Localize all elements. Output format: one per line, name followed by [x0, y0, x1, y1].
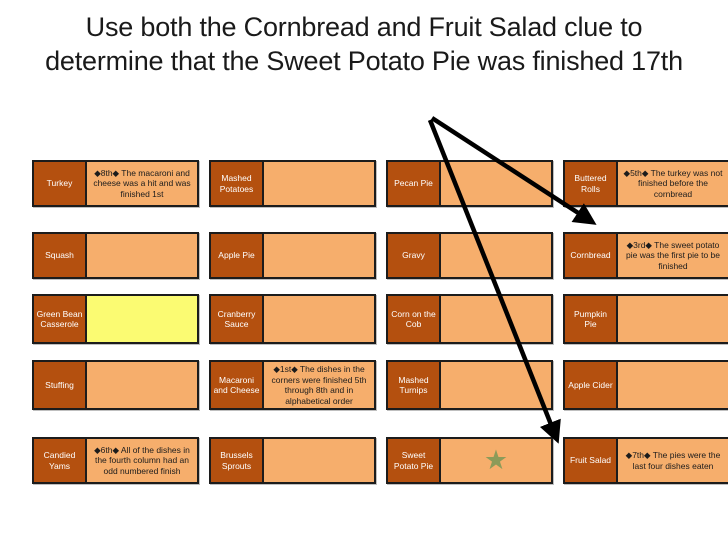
page-title: Use both the Cornbread and Fruit Salad c… — [45, 12, 683, 76]
grid-pair[interactable]: Cranberry Sauce — [209, 294, 376, 344]
pair-gap — [199, 232, 209, 279]
cell-label[interactable]: Cranberry Sauce — [211, 296, 264, 342]
grid-row: Green Bean Casserole Cranberry Sauce Cor… — [32, 294, 728, 344]
pair-gap — [553, 294, 563, 344]
grid-row: Candied Yams ◆6th◆ All of the dishes in … — [32, 437, 728, 484]
cell-value[interactable]: ◆1st◆ The dishes in the corners were fin… — [264, 362, 374, 408]
cell-value[interactable] — [618, 296, 728, 342]
cell-value[interactable]: ◆8th◆ The macaroni and cheese was a hit … — [87, 162, 197, 205]
cell-label[interactable]: Stuffing — [34, 362, 87, 408]
grid-pair[interactable]: Pecan Pie — [386, 160, 553, 207]
cell-label[interactable]: Candied Yams — [34, 439, 87, 482]
cell-label[interactable]: Apple Pie — [211, 234, 264, 277]
cell-value[interactable] — [264, 234, 374, 277]
cell-label[interactable]: Squash — [34, 234, 87, 277]
grid-pair[interactable]: Green Bean Casserole — [32, 294, 199, 344]
grid-pair[interactable]: Apple Pie — [209, 232, 376, 279]
grid-row: Stuffing Macaroni and Cheese ◆1st◆ The d… — [32, 360, 728, 410]
pair-gap — [376, 232, 386, 279]
cell-label[interactable]: Fruit Salad — [565, 439, 618, 482]
cell-label[interactable]: Mashed Potatoes — [211, 162, 264, 205]
cell-value[interactable] — [87, 234, 197, 277]
pair-gap — [199, 437, 209, 484]
grid-pair[interactable]: Macaroni and Cheese ◆1st◆ The dishes in … — [209, 360, 376, 410]
grid-pair[interactable]: Turkey ◆8th◆ The macaroni and cheese was… — [32, 160, 199, 207]
cell-value[interactable] — [441, 234, 551, 277]
cell-label[interactable]: Corn on the Cob — [388, 296, 441, 342]
pair-gap — [199, 160, 209, 207]
cell-value[interactable] — [441, 296, 551, 342]
cell-label[interactable]: Sweet Potato Pie — [388, 439, 441, 482]
grid-pair[interactable]: Stuffing — [32, 360, 199, 410]
cell-value[interactable] — [441, 362, 551, 408]
cell-label[interactable]: Cornbread — [565, 234, 618, 277]
cell-value[interactable] — [264, 296, 374, 342]
grid-pair[interactable]: Mashed Potatoes — [209, 160, 376, 207]
cell-label[interactable]: Gravy — [388, 234, 441, 277]
cell-value[interactable] — [264, 439, 374, 482]
pair-gap — [553, 160, 563, 207]
grid-pair[interactable]: Gravy — [386, 232, 553, 279]
cell-value[interactable] — [264, 162, 374, 205]
grid-pair[interactable]: Fruit Salad ◆7th◆ The pies were the last… — [563, 437, 728, 484]
cell-label[interactable]: Brussels Sprouts — [211, 439, 264, 482]
cell-label[interactable]: Buttered Rolls — [565, 162, 618, 205]
cell-label[interactable]: Macaroni and Cheese — [211, 362, 264, 408]
cell-value[interactable]: ◆6th◆ All of the dishes in the fourth co… — [87, 439, 197, 482]
cell-label[interactable]: Pumpkin Pie — [565, 296, 618, 342]
grid-pair[interactable]: Buttered Rolls ◆5th◆ The turkey was not … — [563, 160, 728, 207]
grid-pair[interactable]: Apple Cider — [563, 360, 728, 410]
grid-pair[interactable]: Candied Yams ◆6th◆ All of the dishes in … — [32, 437, 199, 484]
pair-gap — [199, 360, 209, 410]
grid-row: Turkey ◆8th◆ The macaroni and cheese was… — [32, 160, 728, 207]
grid-pair[interactable]: Squash — [32, 232, 199, 279]
cell-label[interactable]: Green Bean Casserole — [34, 296, 87, 342]
cell-value[interactable]: ◆3rd◆ The sweet potato pie was the first… — [618, 234, 728, 277]
grid-pair[interactable]: Sweet Potato Pie ★ — [386, 437, 553, 484]
cell-label[interactable]: Mashed Turnips — [388, 362, 441, 408]
pair-gap — [553, 437, 563, 484]
cell-value-highlighted[interactable] — [87, 296, 197, 342]
grid-pair[interactable]: Cornbread ◆3rd◆ The sweet potato pie was… — [563, 232, 728, 279]
grid-pair[interactable]: Pumpkin Pie — [563, 294, 728, 344]
pair-gap — [376, 160, 386, 207]
pair-gap — [376, 360, 386, 410]
cell-value[interactable]: ◆5th◆ The turkey was not finished before… — [618, 162, 728, 205]
cell-value[interactable] — [87, 362, 197, 408]
cell-value[interactable] — [618, 362, 728, 408]
grid-row: Squash Apple Pie Gravy Cornbread ◆3rd◆ T… — [32, 232, 728, 279]
pair-gap — [376, 294, 386, 344]
grid-pair[interactable]: Mashed Turnips — [386, 360, 553, 410]
grid-pair[interactable]: Corn on the Cob — [386, 294, 553, 344]
cell-value[interactable] — [441, 162, 551, 205]
pair-gap — [553, 360, 563, 410]
star-icon: ★ — [441, 439, 551, 482]
cell-value[interactable]: ◆7th◆ The pies were the last four dishes… — [618, 439, 728, 482]
cell-label[interactable]: Pecan Pie — [388, 162, 441, 205]
pair-gap — [199, 294, 209, 344]
pair-gap — [376, 437, 386, 484]
cell-label[interactable]: Turkey — [34, 162, 87, 205]
pair-gap — [553, 232, 563, 279]
grid-pair[interactable]: Brussels Sprouts — [209, 437, 376, 484]
cell-label[interactable]: Apple Cider — [565, 362, 618, 408]
